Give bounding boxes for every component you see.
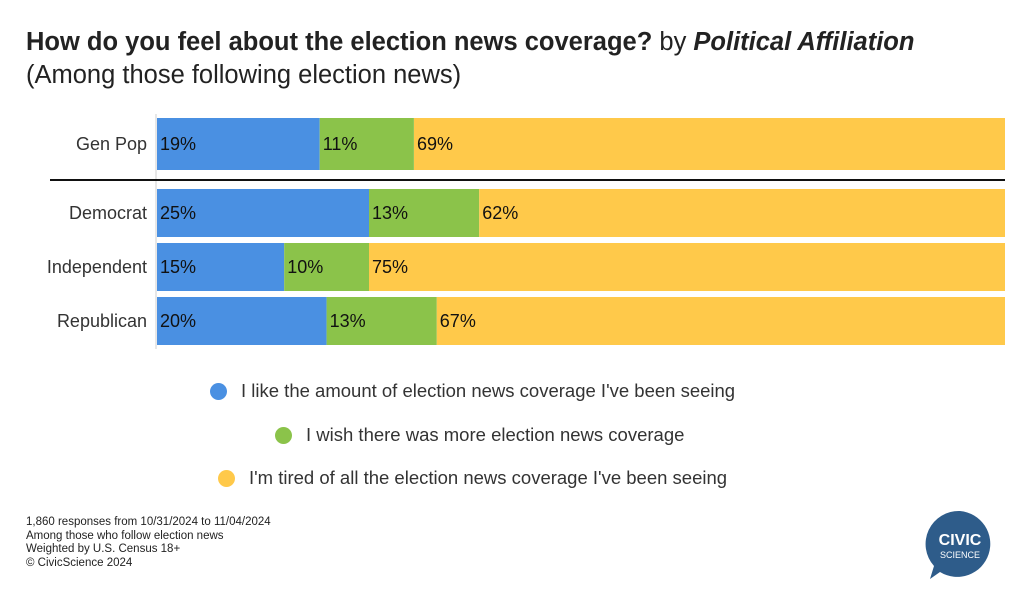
bar-segment <box>319 118 414 170</box>
data-label: 75% <box>372 257 408 277</box>
bar-segment <box>414 118 1005 170</box>
legend-item-tired: I'm tired of all the election news cover… <box>218 467 727 489</box>
footnote-weighting: Weighted by U.S. Census 18+ <box>26 543 181 555</box>
legend-swatch-like <box>210 382 227 400</box>
civicscience-logo: CIVIC SCIENCE <box>925 510 991 579</box>
data-label: 62% <box>482 203 518 223</box>
data-label: 69% <box>417 134 453 154</box>
category-label: Gen Pop <box>76 134 147 154</box>
data-label: 67% <box>440 311 476 331</box>
data-label: 10% <box>287 257 323 277</box>
legend-label-tired: I'm tired of all the election news cover… <box>249 467 728 488</box>
data-label: 15% <box>160 257 196 277</box>
bar-segment <box>479 189 1005 237</box>
title-subtitle: (Among those following election news) <box>26 61 462 89</box>
bar-segment <box>157 118 320 170</box>
bar-segment <box>436 297 1005 345</box>
data-label: 11% <box>323 134 358 154</box>
category-label: Independent <box>47 257 147 277</box>
title-affiliation: Political Affiliation <box>693 28 915 56</box>
legend-label-like: I like the amount of election news cover… <box>241 380 736 401</box>
data-label: 25% <box>160 203 196 223</box>
legend-item-more: I wish there was more election news cove… <box>275 424 684 446</box>
legend-label-more: I wish there was more election news cove… <box>306 424 685 445</box>
category-label: Republican <box>57 311 147 331</box>
footnote-responses: 1,860 responses from 10/31/2024 to 11/04… <box>26 516 271 528</box>
legend-swatch-more <box>275 426 292 444</box>
bar-segment <box>369 243 1005 291</box>
bar-segment <box>369 189 480 237</box>
logo-text-science: SCIENCE <box>940 550 980 560</box>
footnotes: 1,860 responses from 10/31/2024 to 11/04… <box>26 516 271 570</box>
footnote-copyright: © CivicScience 2024 <box>26 556 133 569</box>
bar-segment <box>326 297 437 345</box>
bar-segment <box>157 297 327 345</box>
bar-segment <box>157 243 285 291</box>
data-label: 13% <box>372 203 408 223</box>
category-label: Democrat <box>69 203 147 223</box>
data-label: 13% <box>330 311 366 331</box>
data-label: 20% <box>160 311 196 331</box>
title-by: by <box>659 28 687 56</box>
logo-bubble <box>925 510 991 579</box>
stacked-bar-chart: Gen Pop 19% 11% 69% Democrat 25% 13% 62% Indepen… <box>47 114 1005 349</box>
title-main: How do you feel about the election news … <box>26 28 653 56</box>
legend-swatch-tired <box>218 469 235 487</box>
data-label: 19% <box>160 134 196 154</box>
footnote-population: Among those who follow election news <box>26 529 224 542</box>
legend-item-like: I like the amount of election news cover… <box>210 380 735 402</box>
logo-text-civic: CIVIC <box>939 532 982 549</box>
chart-title: How do you feel about the election news … <box>26 26 966 92</box>
bar-segment <box>284 243 369 291</box>
bar-segment <box>157 189 369 237</box>
